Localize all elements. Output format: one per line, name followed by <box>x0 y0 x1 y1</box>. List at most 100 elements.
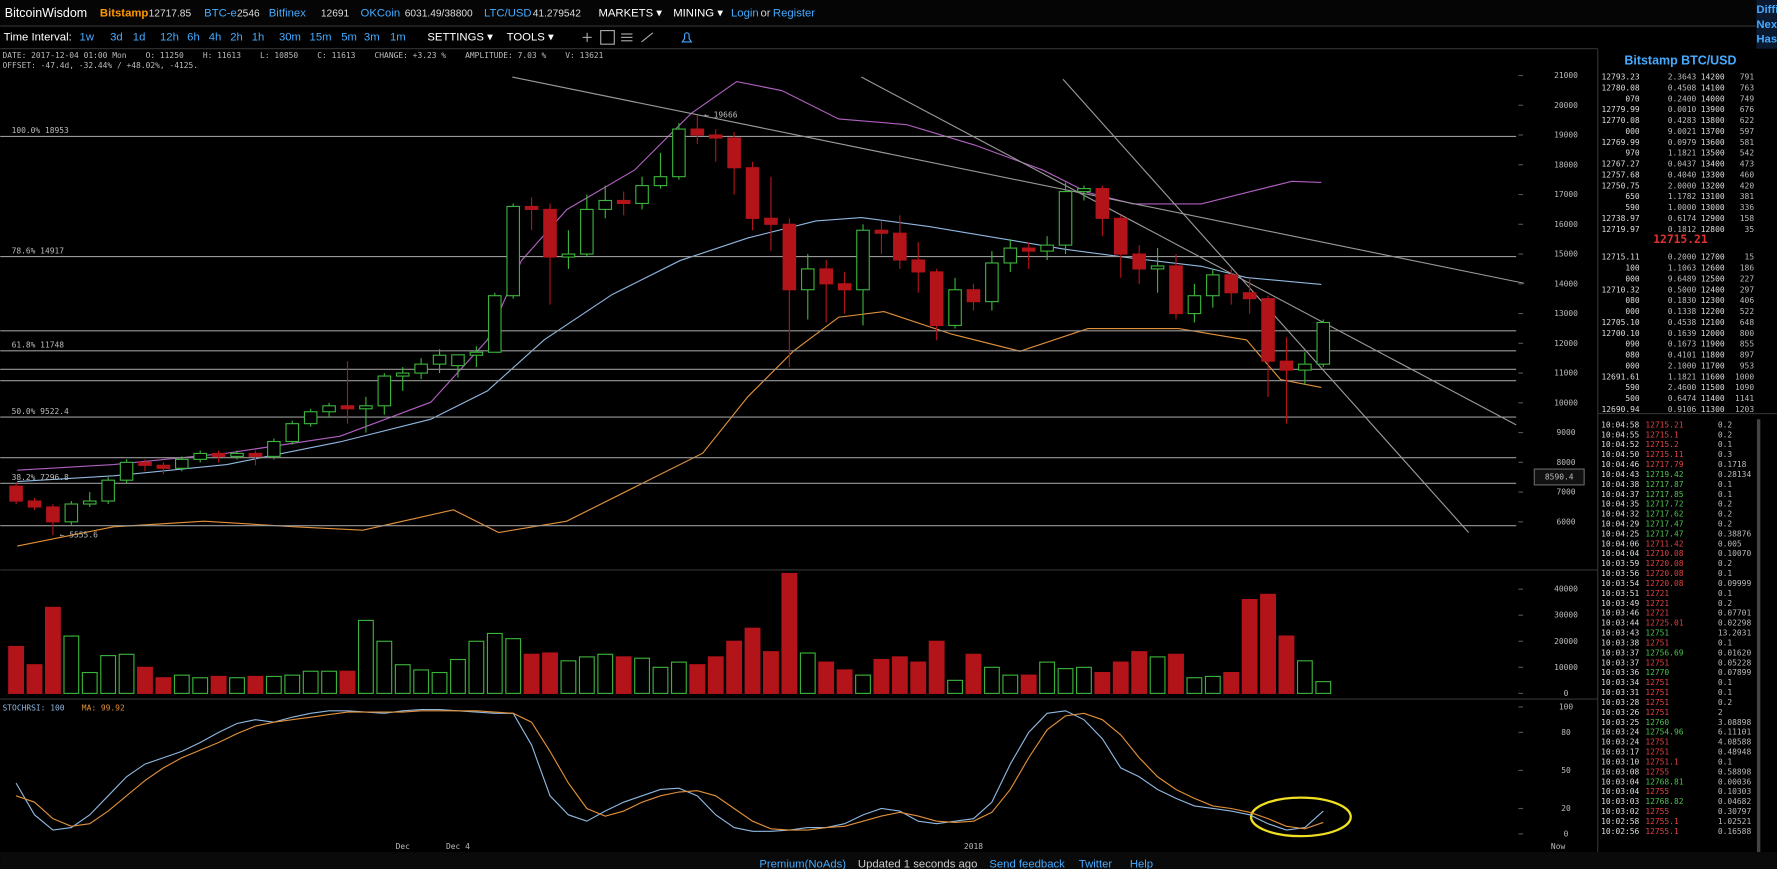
volume-bar <box>947 679 963 694</box>
candle-body <box>1224 274 1239 294</box>
interval-button[interactable]: 1d <box>133 31 146 43</box>
y-tick-label: 17000 <box>1554 190 1578 199</box>
book-amount: 1.1063 <box>1668 264 1697 273</box>
ticker-name[interactable]: Bitstamp <box>100 8 148 20</box>
trade-time: 10:03:24 <box>1601 738 1639 747</box>
side-text[interactable]: Next <box>1756 19 1777 31</box>
ticker-name[interactable]: Bitfinex <box>269 8 306 20</box>
trade-amount: 0.1 <box>1718 490 1733 499</box>
trade-amount: 2 <box>1718 708 1723 717</box>
interval-button[interactable]: 1w <box>80 31 95 43</box>
candle-body <box>395 372 410 377</box>
book-sum: 622 <box>1740 116 1755 125</box>
icon[interactable] <box>641 32 654 43</box>
volume-bar <box>394 664 411 694</box>
menu[interactable]: MARKETS ▾ <box>598 8 662 20</box>
book-amount: 0.4508 <box>1668 83 1697 92</box>
menu[interactable]: MINING ▾ <box>673 8 723 20</box>
ticker-name[interactable]: BTC-e <box>204 8 237 20</box>
cursor-price-box <box>1533 468 1585 486</box>
register-link[interactable]: Register <box>773 8 815 20</box>
ticker-name[interactable]: OKCoin <box>361 8 401 20</box>
candle-body <box>800 268 815 291</box>
book-price: 12710.32 <box>1602 285 1640 294</box>
book-level: 13600 <box>1701 138 1725 147</box>
interval-button[interactable]: 5m <box>341 31 357 43</box>
book-amount: 0.1338 <box>1668 307 1697 316</box>
volume-bar <box>1186 677 1203 694</box>
brand[interactable]: BitcoinWisdom <box>5 6 87 20</box>
ticker-name[interactable]: LTC/USD <box>484 8 532 20</box>
interval-button[interactable]: 6h <box>187 31 200 43</box>
trade-time: 10:03:51 <box>1601 589 1639 598</box>
volume-bar <box>1020 674 1037 694</box>
volume-bar <box>763 651 779 694</box>
ticker-price: 12691 <box>321 8 350 19</box>
book-level: 13000 <box>1701 203 1725 212</box>
book-amount: 0.4101 <box>1668 351 1697 360</box>
side-text[interactable]: Diffi <box>1756 4 1777 16</box>
book-sum: 186 <box>1740 264 1755 273</box>
volume-bar <box>1296 660 1313 694</box>
interval-button[interactable]: 1h <box>252 31 265 43</box>
volume-bar <box>247 675 264 694</box>
y-tick-label: 8000 <box>1556 458 1575 467</box>
y-tick-label: 80 <box>1561 728 1571 737</box>
interval-button[interactable]: 2h <box>230 31 243 43</box>
toolbar-label: Time Interval: <box>4 31 72 43</box>
book-amount: 0.2000 <box>1668 253 1697 262</box>
book-level: 11800 <box>1701 351 1725 360</box>
trade-time: 10:03:37 <box>1601 648 1639 657</box>
annotation: ← 5555.6 <box>60 531 98 540</box>
interval-button[interactable]: 4h <box>209 31 222 43</box>
alert-icon[interactable] <box>681 32 693 43</box>
candle-body <box>1040 244 1054 252</box>
interval-button[interactable]: 3m <box>364 31 380 43</box>
trade-time: 10:03:04 <box>1601 787 1639 796</box>
interval-button[interactable]: 3d <box>110 31 123 43</box>
book-amount: 2.1000 <box>1668 361 1697 370</box>
trade-price: 12751 <box>1645 688 1669 697</box>
trade-price: 12717.72 <box>1645 500 1683 509</box>
trade-price: 12717.47 <box>1645 529 1683 538</box>
trade-time: 10:03:10 <box>1601 757 1639 766</box>
side-text[interactable]: Hash <box>1756 34 1777 46</box>
trade-amount: 0.3 <box>1718 450 1733 459</box>
login-link[interactable]: Login <box>731 8 759 20</box>
volume-bar <box>1057 668 1074 694</box>
book-price: 12715.11 <box>1602 253 1640 262</box>
settings-menu[interactable]: SETTINGS ▾ <box>427 31 493 43</box>
book-amount: 9.6489 <box>1668 274 1697 283</box>
candle-body <box>690 128 705 136</box>
book-level: 13700 <box>1701 127 1725 136</box>
level-label: 50.0% 9522.4 <box>12 407 69 416</box>
volume-bar <box>910 661 927 694</box>
footer-link[interactable]: Help <box>1130 858 1153 869</box>
book-level: 11900 <box>1701 340 1725 349</box>
candle-body <box>469 351 484 356</box>
candle-body <box>359 405 373 410</box>
volume-bar <box>891 656 908 694</box>
trade-time: 10:03:56 <box>1601 569 1639 578</box>
volume-bar <box>505 638 522 694</box>
footer-link[interactable]: Premium(NoAds) <box>759 858 846 869</box>
footer-link[interactable]: Send feedback <box>989 858 1065 869</box>
trade-time: 10:03:03 <box>1601 797 1639 806</box>
trade-price: 12755 <box>1645 787 1669 796</box>
footer-link[interactable]: Twitter <box>1079 858 1113 869</box>
tools-menu[interactable]: TOOLS ▾ <box>507 31 554 43</box>
candle-body <box>561 253 576 258</box>
interval-button[interactable]: 12h <box>160 31 179 43</box>
interval-button[interactable]: 15m <box>310 31 332 43</box>
book-price: 000 <box>1625 307 1640 316</box>
volume-bar <box>578 656 595 694</box>
interval-button[interactable]: 1m <box>390 31 406 43</box>
y-tick-label: 16000 <box>1554 220 1578 229</box>
trade-time: 10:04:37 <box>1601 490 1639 499</box>
interval-button[interactable]: 30m <box>279 31 301 43</box>
volume-bar <box>1149 656 1166 694</box>
trendline <box>512 76 1525 284</box>
icon[interactable] <box>600 30 615 45</box>
candle-body <box>727 137 741 169</box>
candle-body <box>377 375 392 407</box>
